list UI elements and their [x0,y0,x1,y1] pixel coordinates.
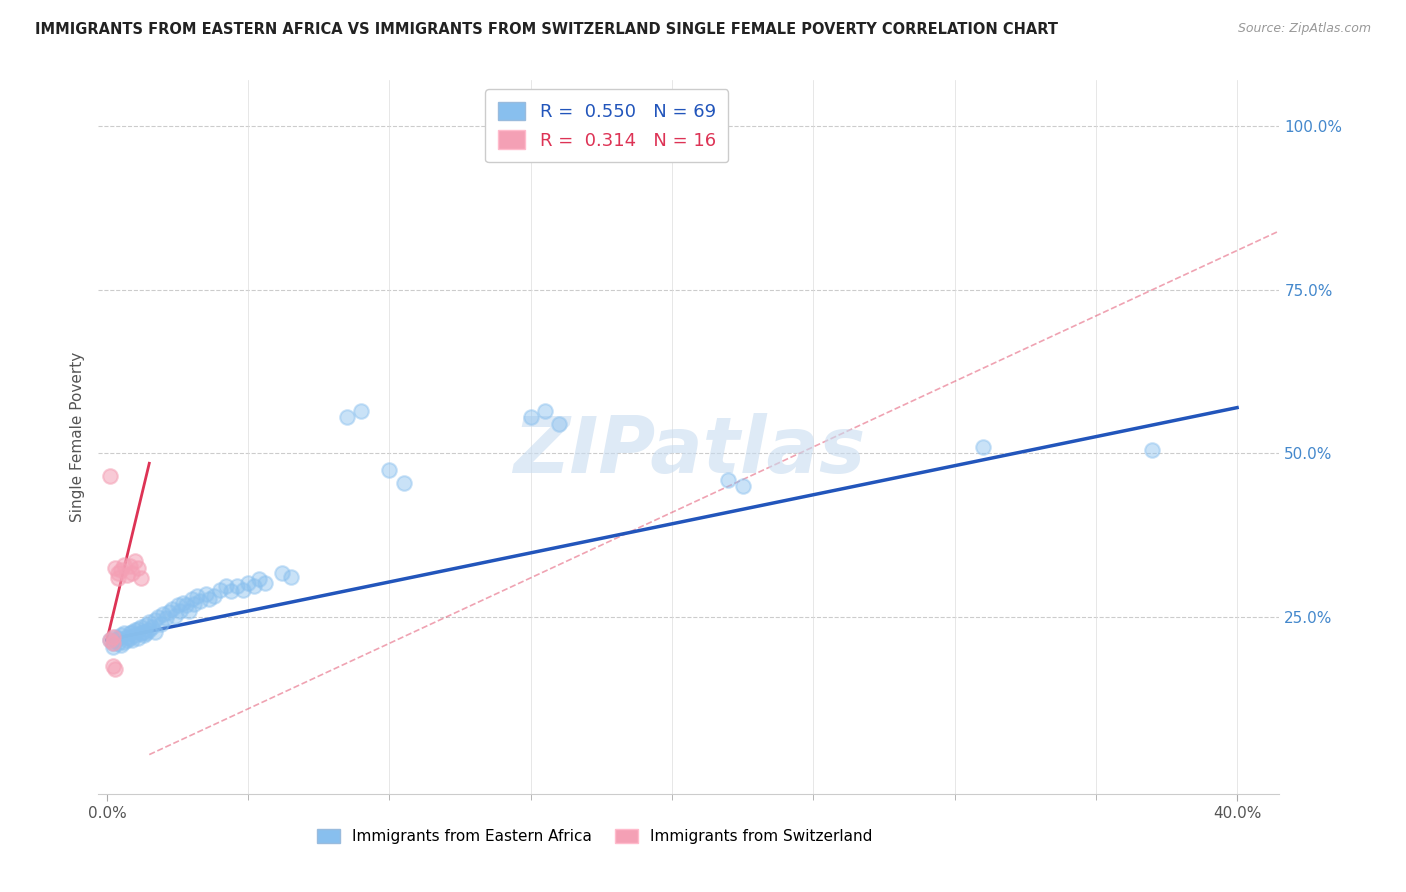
Point [731,479,754,493]
Point [194,587,217,601]
Point [534,404,557,418]
Point [115,633,138,648]
Point [135,618,157,632]
Point [124,624,146,638]
Point [129,620,152,634]
Point [121,624,143,639]
Point [110,638,132,652]
Point [132,628,155,642]
Point [127,561,149,575]
Point [98,633,121,648]
Point [336,410,359,425]
Point [208,582,231,597]
Point [118,626,141,640]
Point [197,591,219,606]
Point [107,631,129,645]
Point [202,589,225,603]
Point [104,561,127,575]
Point [180,591,202,606]
Point [107,571,129,585]
Point [112,626,135,640]
Text: Source: ZipAtlas.com: Source: ZipAtlas.com [1237,22,1371,36]
Point [519,410,541,425]
Point [129,571,152,585]
Point [115,630,138,644]
Point [183,597,205,611]
Legend: Immigrants from Eastern Africa, Immigrants from Switzerland: Immigrants from Eastern Africa, Immigran… [311,823,879,850]
Point [118,559,141,574]
Point [107,636,129,650]
Y-axis label: Single Female Poverty: Single Female Poverty [69,352,84,522]
Point [124,628,146,642]
Point [188,593,211,607]
Point [219,583,242,598]
Point [124,554,146,568]
Point [104,663,127,677]
Point [214,579,236,593]
Point [98,633,121,648]
Point [143,624,166,639]
Point [548,417,571,431]
Point [225,579,247,593]
Point [972,440,994,454]
Point [1142,443,1164,458]
Point [104,633,127,648]
Point [101,636,124,650]
Point [135,626,157,640]
Point [163,608,186,623]
Point [118,631,141,645]
Point [101,636,124,650]
Point [121,633,143,648]
Point [104,630,127,644]
Point [392,475,415,490]
Point [174,599,197,613]
Point [280,569,302,583]
Point [98,469,121,483]
Point [243,579,266,593]
Text: ZIPatlas: ZIPatlas [513,413,865,490]
Point [115,567,138,582]
Point [186,589,208,603]
Text: IMMIGRANTS FROM EASTERN AFRICA VS IMMIGRANTS FROM SWITZERLAND SINGLE FEMALE POVE: IMMIGRANTS FROM EASTERN AFRICA VS IMMIGR… [35,22,1059,37]
Point [146,610,169,624]
Point [107,566,129,580]
Point [160,602,183,616]
Point [169,603,191,617]
Point [132,624,155,639]
Point [254,576,277,591]
Point [112,558,135,572]
Point [157,605,180,619]
Point [127,622,149,636]
Point [177,603,200,617]
Point [155,611,177,625]
Point [121,566,143,580]
Point [127,631,149,645]
Point [110,563,132,577]
Point [238,576,260,591]
Point [149,616,172,631]
Point [271,566,294,580]
Point [101,640,124,654]
Point [129,626,152,640]
Point [350,404,373,418]
Point [141,620,163,634]
Point [110,628,132,642]
Point [231,582,253,597]
Point [378,463,401,477]
Point [138,615,160,630]
Point [138,624,160,638]
Point [143,614,166,628]
Point [249,572,271,586]
Point [166,599,188,613]
Point [172,596,194,610]
Point [112,635,135,649]
Point [101,630,124,644]
Point [152,607,174,621]
Point [717,473,740,487]
Point [101,659,124,673]
